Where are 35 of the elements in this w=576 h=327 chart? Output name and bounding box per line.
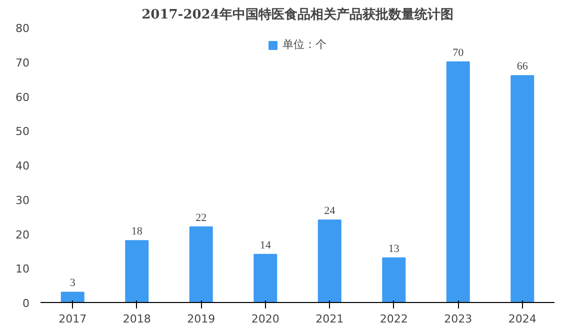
y-tick-label: 20 (16, 228, 30, 242)
data-label: 66 (516, 60, 528, 73)
data-label: 24 (324, 205, 336, 217)
data-label: 13 (388, 242, 400, 255)
y-tick-label: 50 (16, 125, 30, 138)
y-tick-label: 60 (16, 90, 30, 104)
bar (318, 220, 342, 302)
x-tick-label: 2019 (187, 312, 216, 326)
bar (382, 257, 406, 302)
bar (189, 226, 213, 302)
x-tick-label: 2022 (380, 312, 408, 326)
legend-label: 单位：个 (282, 38, 326, 52)
data-label: 14 (260, 239, 272, 252)
data-label: 22 (196, 212, 207, 224)
x-tick-label: 2024 (508, 312, 536, 326)
bar (125, 240, 149, 302)
y-tick-label: 40 (16, 160, 30, 172)
x-tick-label: 2018 (122, 312, 151, 326)
bar (446, 61, 470, 302)
data-label: 18 (131, 226, 143, 238)
bar (510, 75, 534, 302)
x-tick-label: 2020 (251, 312, 280, 326)
y-tick-label: 80 (16, 22, 30, 35)
chart-title: 2017-2024年中国特医食品相关产品获批数量统计图 (142, 6, 454, 22)
bar (254, 254, 278, 302)
y-tick-label: 10 (16, 262, 30, 276)
y-tick-label: 0 (22, 297, 30, 310)
data-label: 3 (70, 277, 76, 290)
x-tick-label: 2021 (316, 312, 344, 326)
y-tick-label: 70 (16, 56, 30, 70)
data-label: 70 (452, 46, 464, 59)
x-tick-label: 2023 (444, 312, 472, 326)
x-tick-label: 2017 (58, 312, 87, 326)
bar (60, 292, 84, 302)
y-tick-label: 30 (16, 194, 30, 207)
